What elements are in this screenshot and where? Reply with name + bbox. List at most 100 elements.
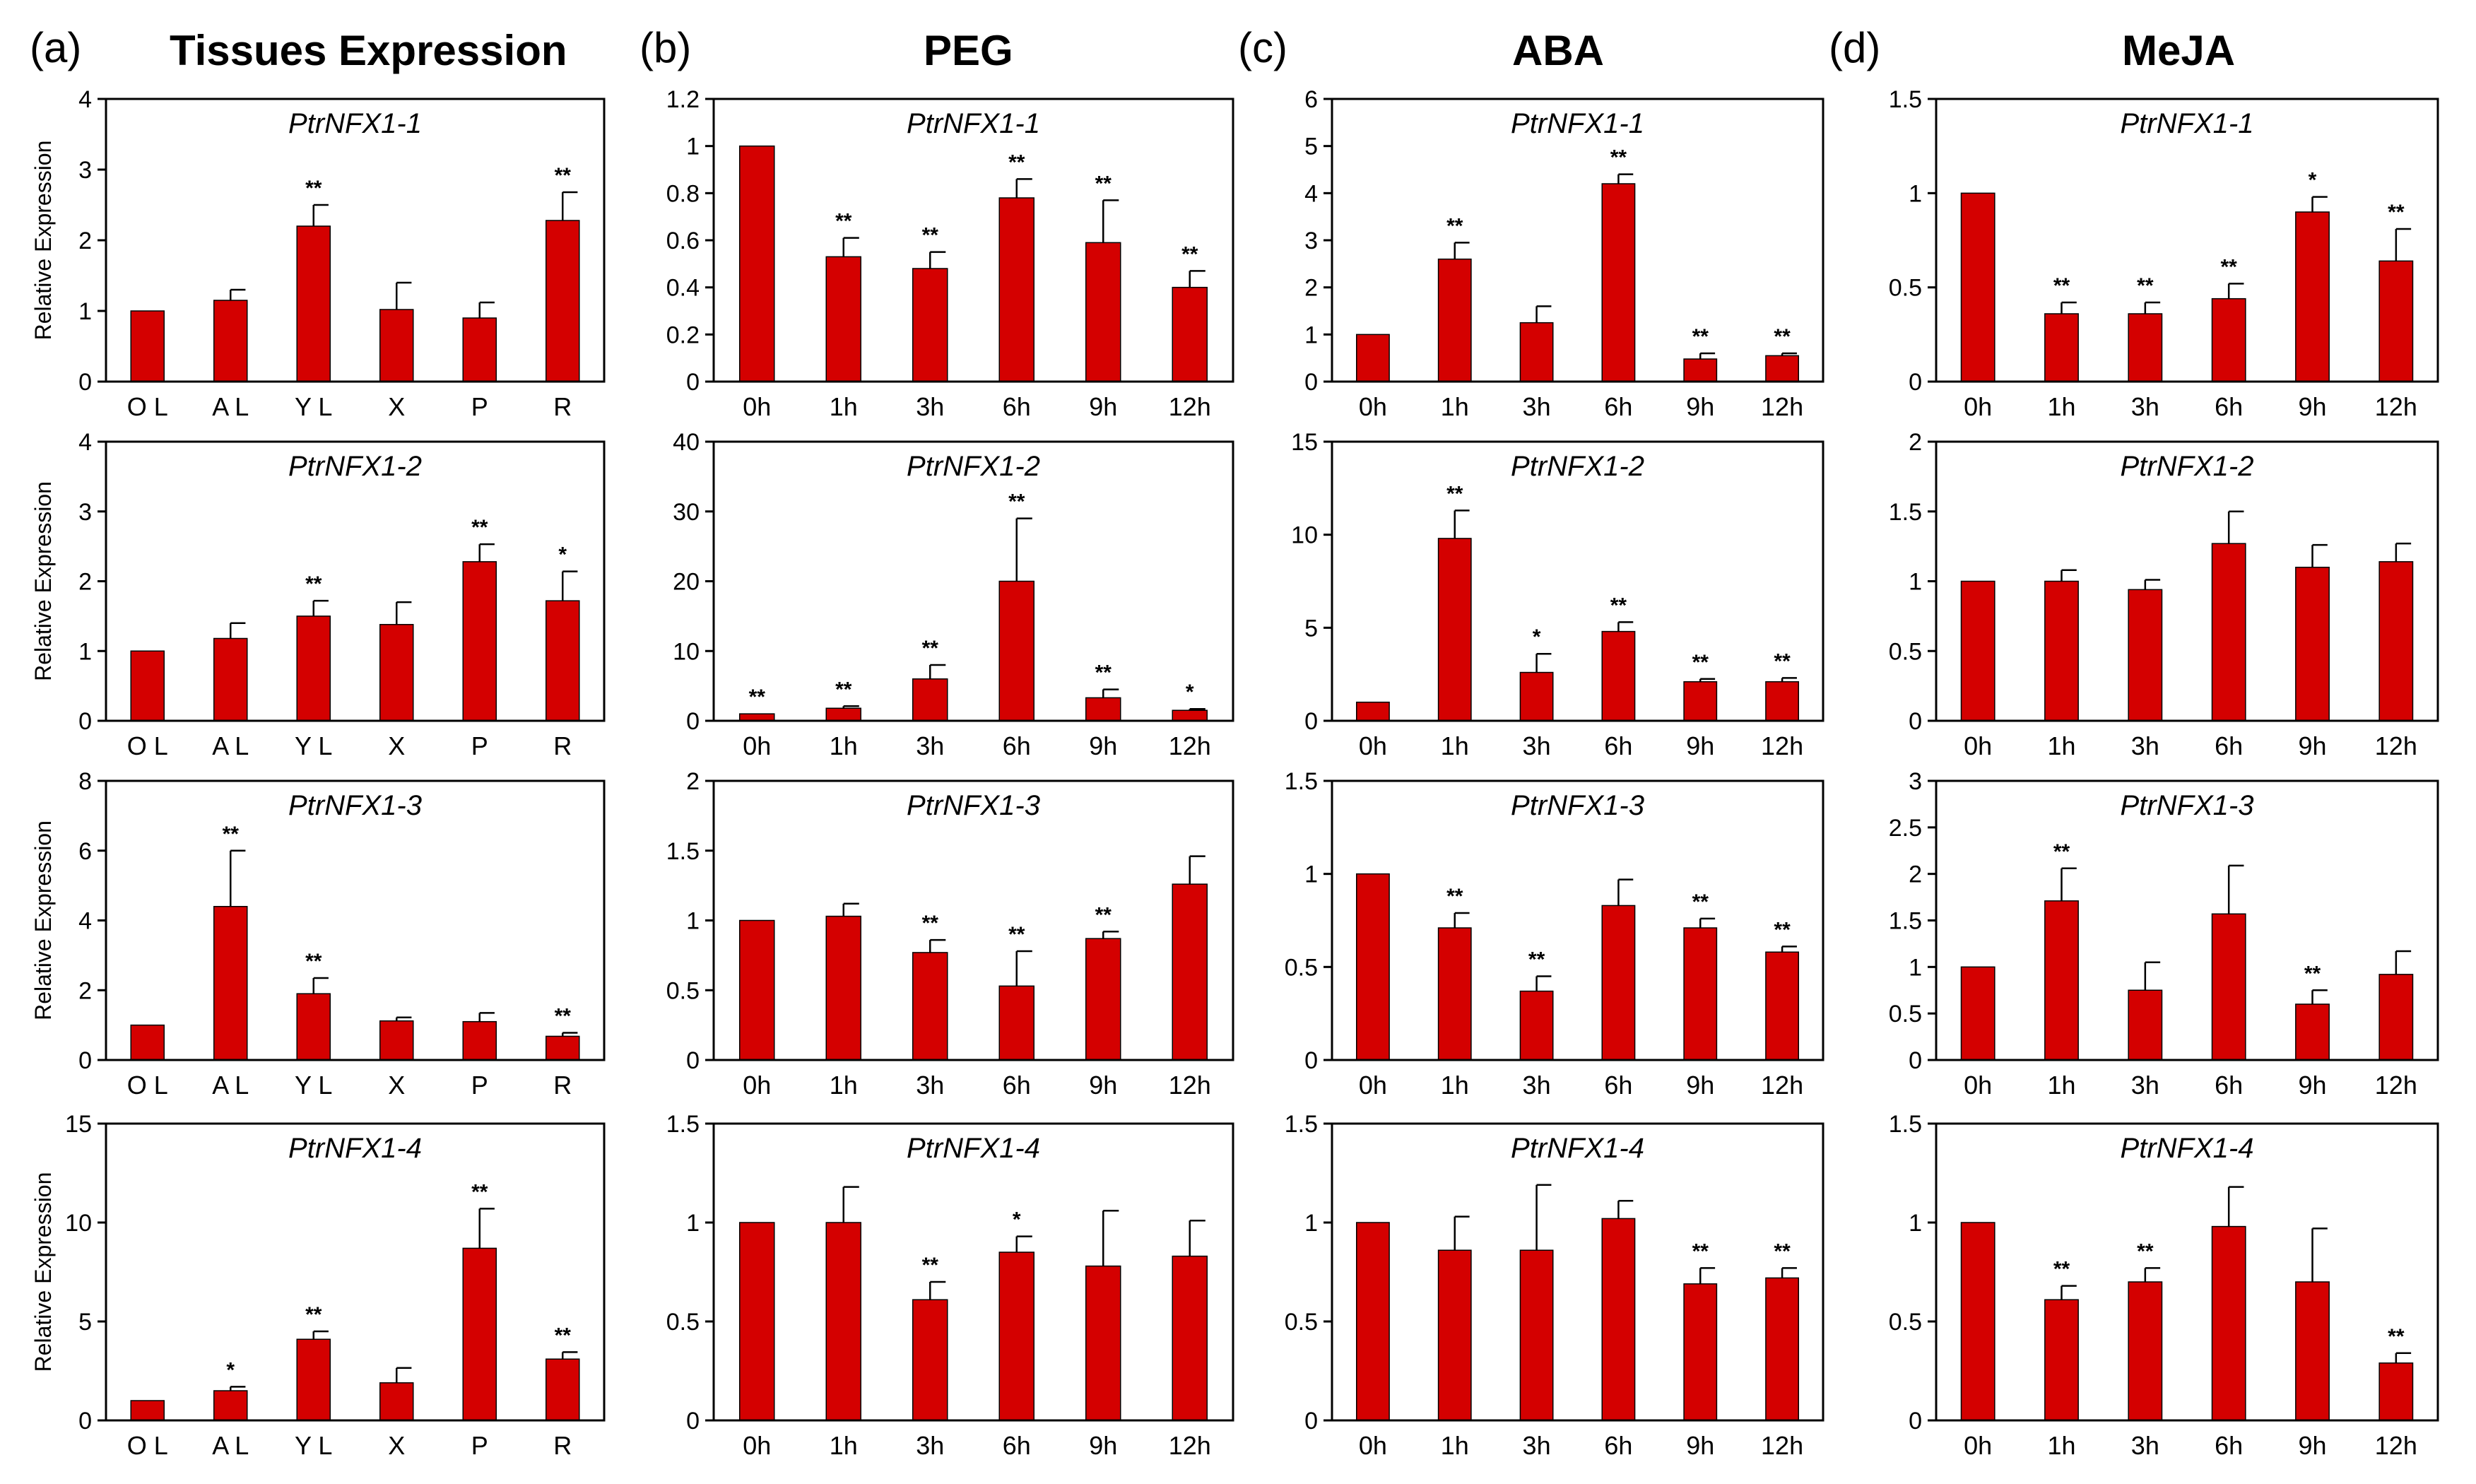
significance-label: ** <box>305 177 322 200</box>
x-tick-label: P <box>471 731 488 760</box>
significance-label: ** <box>1692 1239 1709 1263</box>
bar-12h <box>2378 1362 2414 1421</box>
bar-9h <box>1683 927 1718 1061</box>
y-tick-label: 3 <box>1304 228 1318 254</box>
x-tick-label: 3h <box>2131 1071 2159 1100</box>
bar-1h <box>825 707 861 722</box>
x-tick-label: X <box>388 1431 405 1460</box>
gene-title: PtrNFX1-1 <box>288 108 422 139</box>
significance-label: * <box>558 543 567 567</box>
y-tick-label: 0 <box>1909 708 1922 735</box>
plot-frame <box>1331 98 1824 383</box>
x-tick-label: P <box>471 392 488 421</box>
gene-title: PtrNFX1-3 <box>288 790 422 821</box>
x-tick-label: O L <box>127 392 168 421</box>
bar-0h <box>1356 873 1390 1061</box>
y-tick-label: 10 <box>673 638 700 665</box>
y-tick-label: 0 <box>686 369 700 396</box>
y-tick-label: 40 <box>673 429 700 456</box>
bar-O L <box>130 1024 165 1061</box>
x-tick-label: 3h <box>1523 1071 1551 1100</box>
significance-label: ** <box>2304 962 2321 985</box>
y-tick-label: 2 <box>1909 861 1922 888</box>
bar-0h <box>1356 334 1390 382</box>
significance-label: ** <box>1774 649 1791 673</box>
bar-12h <box>1765 681 1800 722</box>
x-tick-label: 1h <box>2047 392 2075 421</box>
x-tick-label: 12h <box>1169 1071 1211 1100</box>
significance-label: ** <box>2388 201 2405 224</box>
y-tick-label: 0 <box>1909 1408 1922 1435</box>
significance-label: ** <box>555 164 572 187</box>
plot-frame <box>1331 440 1824 722</box>
bar-1h <box>1437 927 1472 1061</box>
bar-1h <box>1437 258 1472 382</box>
y-tick-label: 3 <box>78 499 92 526</box>
bar-9h <box>1085 242 1121 382</box>
bar-6h <box>2211 1225 2246 1421</box>
x-tick-label: 0h <box>1359 392 1387 421</box>
x-tick-label: R <box>553 392 572 421</box>
y-tick-label: 5 <box>1304 134 1318 160</box>
panel-d-PtrNFX1-2: 0 0.5 1 1.5 2 0h 1h 3h 6h 9h 12h PtrNFX1-2 <box>1889 429 2439 760</box>
y-tick-label: 1.5 <box>1889 499 1922 526</box>
bar-6h <box>998 197 1034 382</box>
bar-9h <box>1085 938 1121 1061</box>
y-tick-label: 1 <box>78 638 92 665</box>
bar-3h <box>2128 313 2163 382</box>
y-tick-label: 1 <box>686 1210 700 1237</box>
panel-c-PtrNFX1-1: 0 1 2 3 4 5 6 0h ** 1h 3h ** 6h ** 9h ** 12h PtrNFX1-1 <box>1304 86 1824 421</box>
plot-frame <box>105 98 606 383</box>
y-tick-label: 0 <box>78 1408 92 1435</box>
significance-label: ** <box>1446 885 1463 908</box>
bar-9h <box>2295 211 2330 382</box>
x-tick-label: 1h <box>830 1431 858 1460</box>
y-tick-label: 0.5 <box>1285 954 1318 981</box>
bar-0h <box>1960 192 1995 382</box>
x-tick-label: 6h <box>2215 1431 2243 1460</box>
plot-frame <box>712 440 1234 722</box>
gene-title: PtrNFX1-4 <box>1511 1133 1644 1164</box>
y-axis-label: Relative Expression <box>30 1172 56 1372</box>
x-tick-label: 0h <box>743 1431 771 1460</box>
bar-1h <box>2044 313 2079 382</box>
y-tick-label: 1 <box>1304 322 1318 348</box>
y-tick-label: 10 <box>1291 522 1318 549</box>
y-tick-label: 1.5 <box>666 838 700 865</box>
bar-X <box>379 1020 414 1061</box>
significance-label: ** <box>1774 1239 1791 1263</box>
x-tick-label: 3h <box>1523 392 1551 421</box>
y-tick-label: 6 <box>78 838 92 865</box>
plot-frame <box>105 1122 606 1422</box>
significance-label: * <box>2309 169 2317 192</box>
bar-12h <box>1172 709 1208 722</box>
panel-a-PtrNFX1-1: 0 1 2 3 4 O L A L ** Y L X P ** R PtrNFX1-1 Relative E… <box>30 86 606 421</box>
x-tick-label: 9h <box>2298 731 2326 760</box>
y-tick-label: 2 <box>1909 429 1922 456</box>
x-tick-label: 6h <box>1604 1071 1632 1100</box>
x-tick-label: X <box>388 1071 405 1100</box>
y-tick-label: 2 <box>78 569 92 596</box>
significance-label: ** <box>922 637 939 660</box>
bar-12h <box>2378 974 2414 1061</box>
bar-X <box>379 309 414 382</box>
y-tick-label: 4 <box>1304 180 1318 207</box>
bar-12h <box>2378 561 2414 722</box>
y-tick-label: 0.4 <box>666 275 700 302</box>
y-tick-label: 2 <box>78 977 92 1004</box>
bar-12h <box>1172 286 1208 382</box>
y-tick-label: 1 <box>686 908 700 935</box>
col-a-title: Tissues Expression <box>170 27 567 74</box>
bar-0h <box>739 145 775 382</box>
y-tick-label: 0 <box>78 708 92 735</box>
x-tick-label: 6h <box>1003 392 1031 421</box>
plot-frame <box>1935 1122 2439 1422</box>
bar-6h <box>1601 1218 1636 1421</box>
x-tick-label: 1h <box>830 1071 858 1100</box>
significance-label: ** <box>1095 903 1112 926</box>
bar-Y L <box>296 616 331 722</box>
y-tick-label: 5 <box>1304 615 1318 642</box>
x-tick-label: 12h <box>2375 392 2417 421</box>
bar-R <box>546 600 580 722</box>
significance-label: ** <box>2220 255 2237 278</box>
